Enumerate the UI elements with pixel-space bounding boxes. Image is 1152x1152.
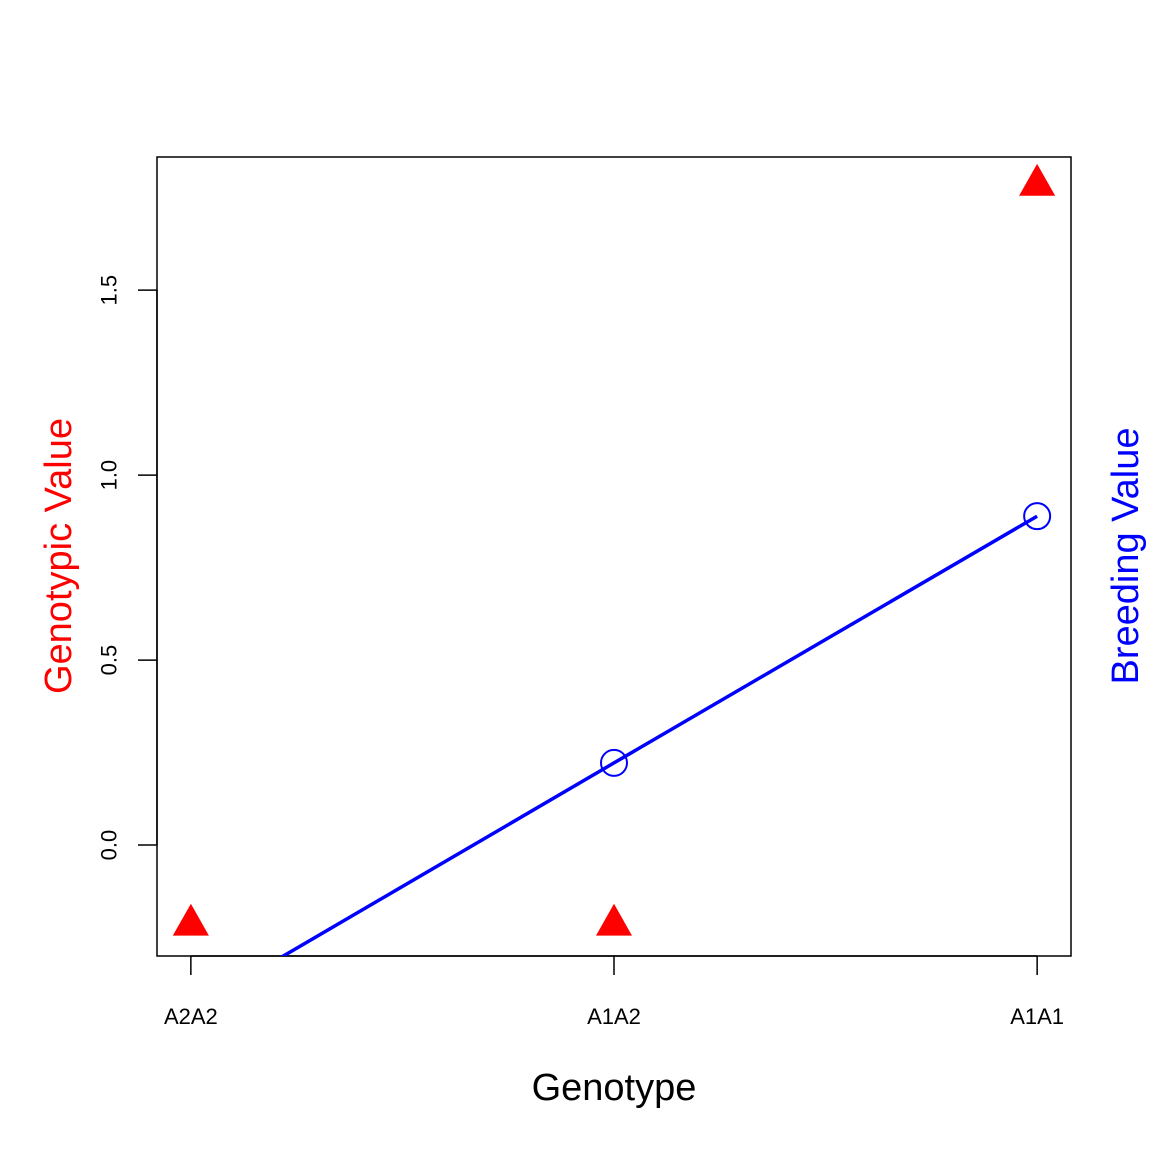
x-axis-title: Genotype [532, 1067, 697, 1109]
breeding-line [279, 514, 1038, 956]
y-axis-title-genotypic: Genotypic Value [38, 418, 80, 694]
genotypic-point [1019, 163, 1056, 196]
plot-frame [156, 156, 1072, 957]
y-tick-label: 1.5 [97, 275, 122, 306]
x-tick-label: A1A2 [587, 1004, 641, 1029]
plot-area [172, 163, 1056, 956]
y-tick-label: 0.0 [97, 830, 122, 861]
y-axis-title-breeding: Breeding Value [1105, 427, 1147, 684]
genotypic-point [596, 903, 632, 936]
x-tick-label: A2A2 [164, 1004, 218, 1029]
x-axis: A2A2 A1A2 A1A1 [164, 955, 1064, 1029]
y-tick-label: 1.0 [97, 460, 122, 491]
y-tick-label: 0.5 [97, 645, 122, 676]
y-axis: 0.0 0.5 1.0 1.5 [97, 275, 158, 861]
breeding-point [1023, 502, 1052, 531]
x-tick-label: A1A1 [1010, 1004, 1064, 1029]
genotypic-point [172, 903, 209, 936]
breeding-point [600, 748, 628, 777]
